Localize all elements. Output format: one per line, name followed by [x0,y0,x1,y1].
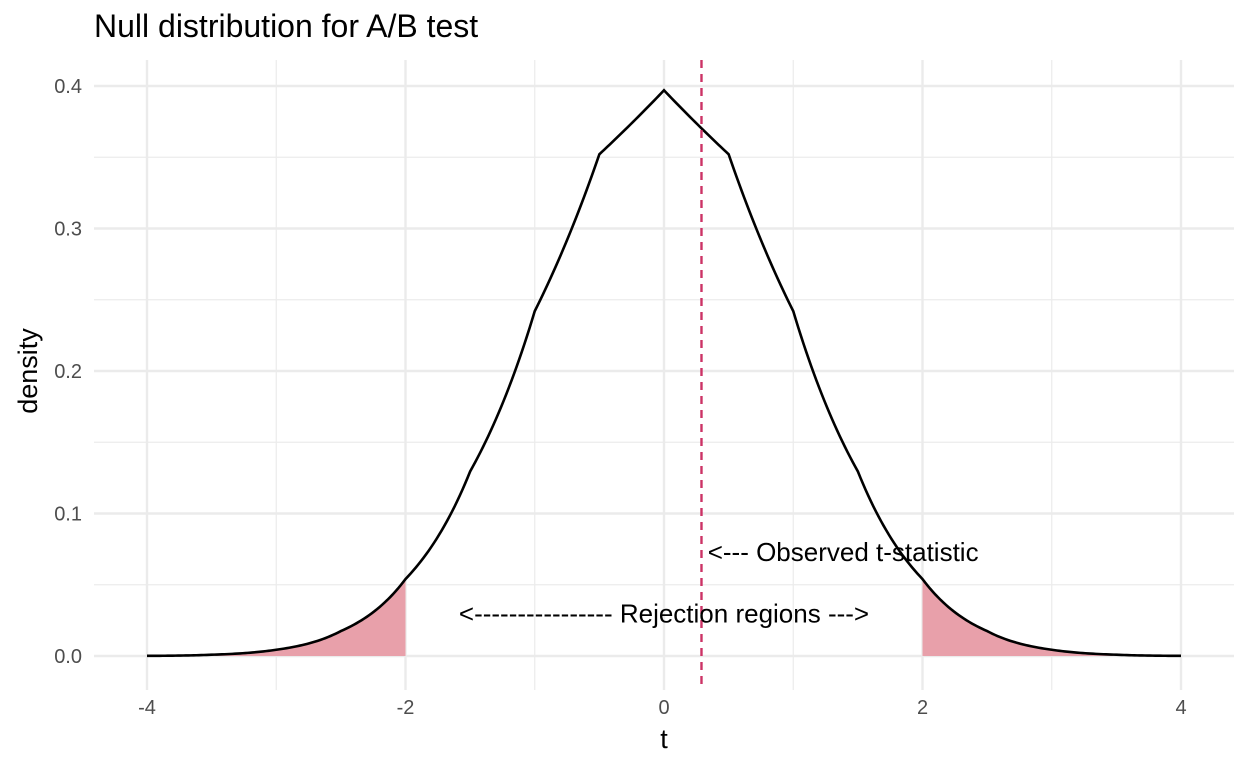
x-axis-label: t [660,724,668,754]
y-tick-label: 0.4 [54,76,82,98]
chart-title: Null distribution for A/B test [94,8,479,44]
rejection-regions [147,579,1181,656]
y-tick-label: 0.0 [54,646,82,668]
x-tick-label: 4 [1175,697,1186,719]
y-tick-label: 0.3 [54,219,82,241]
density-curve [146,88,1182,658]
rejection-region-right [922,579,1181,656]
x-tick-label: -2 [397,697,415,719]
y-tick-labels: 0.0 0.1 0.2 0.3 0.4 [54,76,82,668]
annotations: <--- Observed t-statistic <--------------… [459,537,979,628]
density-curve-layer [146,88,1182,658]
rejection-region-left [147,579,406,656]
x-tick-label: 2 [917,697,928,719]
rejection-regions-annotation: <---------------- Rejection regions ---> [459,598,869,628]
y-axis-label: density [13,328,43,414]
x-tick-label: 0 [658,697,669,719]
x-tick-label: -4 [138,697,156,719]
observed-t-annotation: <--- Observed t-statistic [708,537,979,567]
major-grid [94,60,1234,690]
y-tick-label: 0.1 [54,504,82,526]
y-tick-label: 0.2 [54,361,82,383]
x-tick-labels: -4 -2 0 2 4 [138,697,1186,719]
